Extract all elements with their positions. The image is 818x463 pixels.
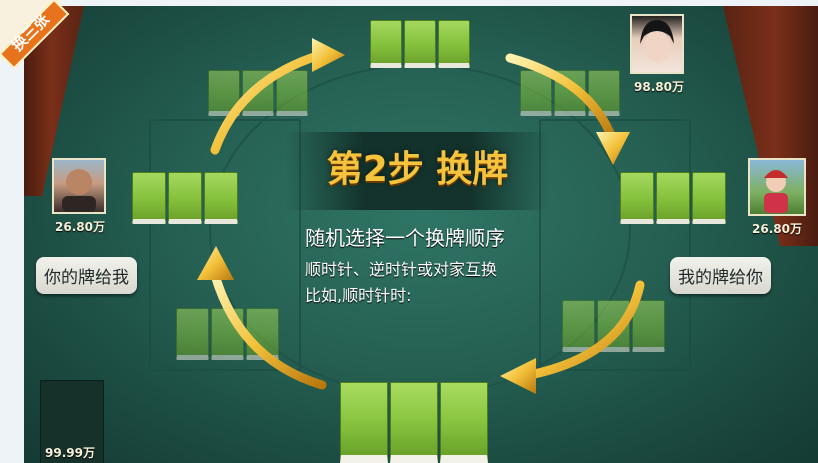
step-title: 第2步 换牌 xyxy=(326,149,509,190)
person-icon xyxy=(764,170,788,213)
tile xyxy=(176,308,209,360)
player-exchange-tiles[interactable] xyxy=(340,382,490,463)
title-band xyxy=(285,132,550,210)
left-player-avatar[interactable] xyxy=(52,158,106,214)
tile xyxy=(656,172,690,224)
right-player-avatar[interactable] xyxy=(748,158,806,216)
person-icon xyxy=(62,169,96,212)
tile xyxy=(632,300,665,352)
person-icon xyxy=(640,20,674,62)
tile xyxy=(562,300,595,352)
self-player-panel xyxy=(40,380,104,463)
right-player-bubble: 我的牌给你 xyxy=(670,257,771,294)
left-player-score: 26.80万 xyxy=(55,220,105,234)
tile xyxy=(276,70,308,116)
tile xyxy=(208,70,240,116)
swap-three-badge: 换三张 xyxy=(0,0,70,70)
tile xyxy=(692,172,726,224)
tile xyxy=(211,308,244,360)
instruction-line3: 比如,顺时针时: xyxy=(305,286,412,305)
instruction-line2: 顺时针、逆时针或对家互换 xyxy=(305,260,498,279)
tile xyxy=(438,20,470,68)
top-exchange-tiles xyxy=(370,20,472,68)
hand-tile[interactable] xyxy=(440,382,488,463)
hand-tile[interactable] xyxy=(340,382,388,463)
right-player-score: 26.80万 xyxy=(752,222,802,236)
tile xyxy=(204,172,238,224)
tile xyxy=(168,172,202,224)
top-player-score: 98.80万 xyxy=(634,80,684,94)
tile xyxy=(404,20,436,68)
tile xyxy=(620,172,654,224)
bottom-left-tiles xyxy=(176,308,281,360)
left-exchange-tiles xyxy=(132,172,240,224)
left-player-bubble: 你的牌给我 xyxy=(36,257,137,294)
tile xyxy=(370,20,402,68)
right-exchange-tiles xyxy=(620,172,728,224)
tile xyxy=(132,172,166,224)
tile xyxy=(520,70,552,116)
top-player-avatar[interactable] xyxy=(630,14,684,74)
hand-tile[interactable] xyxy=(390,382,438,463)
self-player-score: 99.99万 xyxy=(45,446,95,460)
instruction-main: 随机选择一个换牌顺序 xyxy=(305,226,505,250)
